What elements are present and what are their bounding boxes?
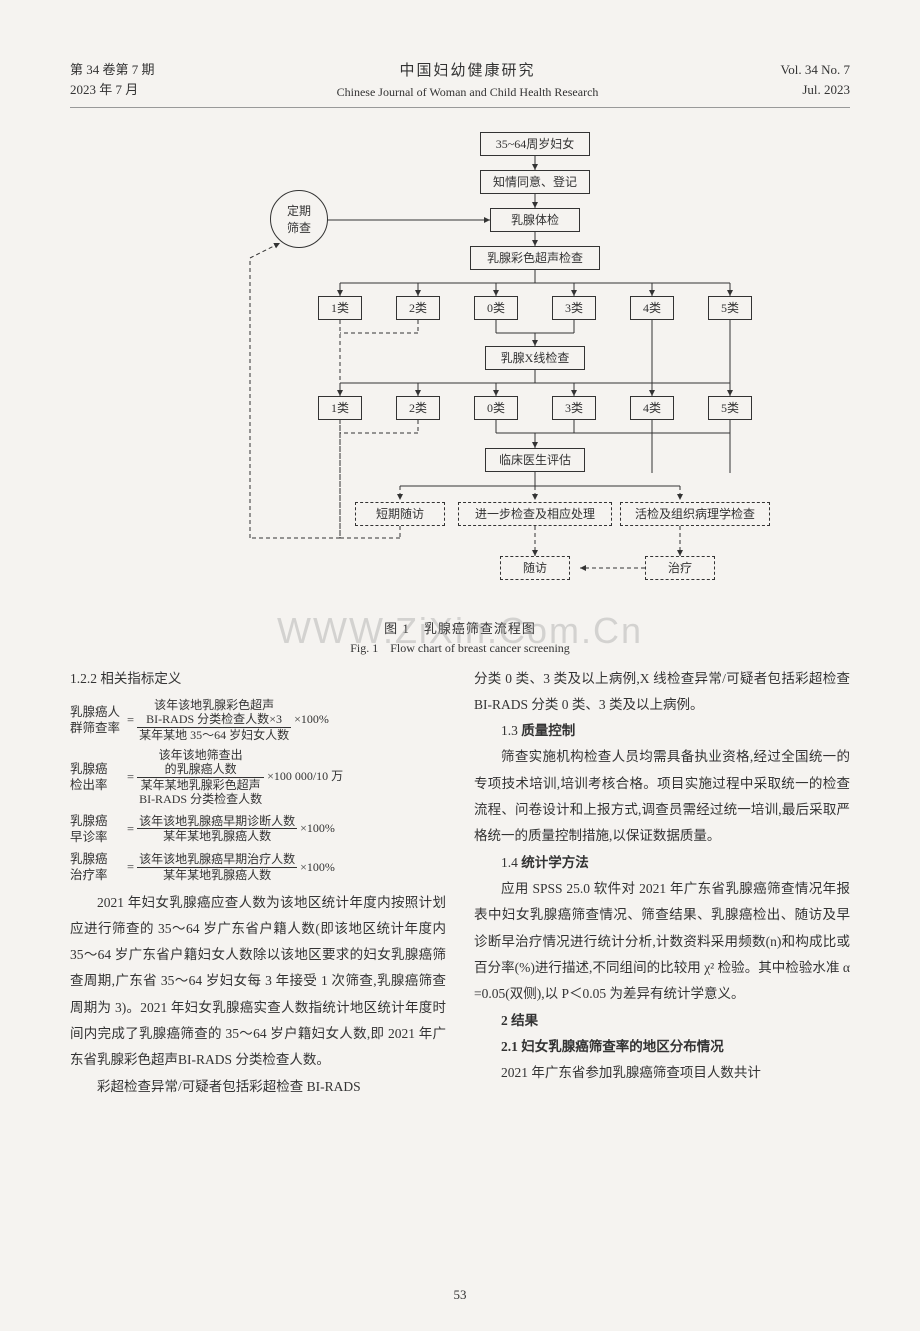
flow-node-followup: 随访 <box>500 556 570 580</box>
section-1-3: 1.3 1.3 质量控制质量控制 <box>474 718 850 744</box>
equals-sign: = <box>127 821 134 837</box>
fraction: 该年该地筛查出 的乳腺癌人数 某年某地乳腺彩色超声 BI-RADS 分类检查人数 <box>137 748 264 807</box>
figure-caption-cn: 图 1 乳腺癌筛查流程图 <box>70 618 850 637</box>
para-1-3: 筛查实施机构检查人员均需具备执业资格,经过全国统一的专项技术培训,培训考核合格。… <box>474 744 850 849</box>
fraction: 该年该地乳腺彩色超声 BI-RADS 分类检查人数×3 某年某地 35～64 岁… <box>137 698 291 742</box>
flow-node-physical-exam: 乳腺体检 <box>490 208 580 232</box>
formula-label: 乳腺癌 治疗率 <box>70 851 124 884</box>
flow-node-population: 35~64周岁妇女 <box>480 132 590 156</box>
header-center: 中国妇幼健康研究 Chinese Journal of Woman and Ch… <box>155 60 781 101</box>
flow-class3-b: 3类 <box>552 396 596 420</box>
formula-early-diag-rate: 乳腺癌 早诊率 = 该年该地乳腺癌早期诊断人数 某年某地乳腺癌人数 ×100% <box>70 813 446 846</box>
equals-sign: = <box>127 769 134 785</box>
fraction: 该年该地乳腺癌早期诊断人数 某年某地乳腺癌人数 <box>137 814 297 844</box>
flow-node-short-followup: 短期随访 <box>355 502 445 526</box>
figure-caption-en: Fig. 1 Flow chart of breast cancer scree… <box>70 639 850 656</box>
section-2: 2 结果 <box>474 1008 850 1034</box>
flow-node-biopsy: 活检及组织病理学检查 <box>620 502 770 526</box>
date-en: Jul. 2023 <box>781 80 850 100</box>
flow-node-further-check: 进一步检查及相应处理 <box>458 502 612 526</box>
formula-label: 乳腺癌 检出率 <box>70 761 124 794</box>
flow-class5-b: 5类 <box>708 396 752 420</box>
flowchart-lines <box>140 128 780 608</box>
flow-class3-a: 3类 <box>552 296 596 320</box>
flow-class2-a: 2类 <box>396 296 440 320</box>
left-para-2: 彩超检查异常/可疑者包括彩超检查 BI-RADS <box>70 1074 446 1100</box>
flow-class4-a: 4类 <box>630 296 674 320</box>
formula-treatment-rate: 乳腺癌 治疗率 = 该年该地乳腺癌早期治疗人数 某年某地乳腺癌人数 ×100% <box>70 851 446 884</box>
section-1-2-2: 1.2.2 相关指标定义 <box>70 666 446 692</box>
header-right: Vol. 34 No. 7 Jul. 2023 <box>781 60 850 101</box>
formula-label: 乳腺癌人 群筛查率 <box>70 704 124 737</box>
volume-issue: 第 34 卷第 7 期 <box>70 60 155 80</box>
equals-sign: = <box>127 712 134 728</box>
right-column: 分类 0 类、3 类及以上病例,X 线检查异常/可疑者包括彩超检查 BI-RAD… <box>474 666 850 1101</box>
header-left: 第 34 卷第 7 期 2023 年 7 月 <box>70 60 155 101</box>
flowchart: 35~64周岁妇女 知情同意、登记 定期 筛查 乳腺体检 乳腺彩色超声检查 1类… <box>140 128 780 608</box>
flow-class0-b: 0类 <box>474 396 518 420</box>
right-para-continuation: 分类 0 类、3 类及以上病例,X 线检查异常/可疑者包括彩超检查 BI-RAD… <box>474 666 850 719</box>
journal-title-en: Chinese Journal of Woman and Child Healt… <box>155 83 781 101</box>
section-2-1: 2.1 妇女乳腺癌筛查率的地区分布情况 <box>474 1034 850 1060</box>
equals-sign: = <box>127 859 134 875</box>
page-header: 第 34 卷第 7 期 2023 年 7 月 中国妇幼健康研究 Chinese … <box>70 60 850 108</box>
fraction: 该年该地乳腺癌早期治疗人数 某年某地乳腺癌人数 <box>137 852 297 882</box>
journal-title-cn: 中国妇幼健康研究 <box>155 60 781 83</box>
body-columns: 1.2.2 相关指标定义 乳腺癌人 群筛查率 = 该年该地乳腺彩色超声 BI-R… <box>70 666 850 1101</box>
volume-issue-en: Vol. 34 No. 7 <box>781 60 850 80</box>
flow-node-periodic-screen: 定期 筛查 <box>270 190 328 248</box>
flow-node-clinical-eval: 临床医生评估 <box>485 448 585 472</box>
formula-screening-rate: 乳腺癌人 群筛查率 = 该年该地乳腺彩色超声 BI-RADS 分类检查人数×3 … <box>70 698 446 742</box>
para-1-4: 应用 SPSS 25.0 软件对 2021 年广东省乳腺癌筛查情况年报表中妇女乳… <box>474 876 850 1008</box>
flow-class0-a: 0类 <box>474 296 518 320</box>
date-cn: 2023 年 7 月 <box>70 80 155 100</box>
page: 第 34 卷第 7 期 2023 年 7 月 中国妇幼健康研究 Chinese … <box>0 0 920 1331</box>
figure-caption: 图 1 乳腺癌筛查流程图 Fig. 1 Flow chart of breast… <box>70 618 850 656</box>
flow-class2-b: 2类 <box>396 396 440 420</box>
flow-class1-a: 1类 <box>318 296 362 320</box>
flow-node-treatment: 治疗 <box>645 556 715 580</box>
flow-node-consent: 知情同意、登记 <box>480 170 590 194</box>
flow-node-ultrasound: 乳腺彩色超声检查 <box>470 246 600 270</box>
left-para-1: 2021 年妇女乳腺癌应查人数为该地区统计年度内按照计划应进行筛查的 35～64… <box>70 890 446 1074</box>
flow-class1-b: 1类 <box>318 396 362 420</box>
para-2-1: 2021 年广东省参加乳腺癌筛查项目人数共计 <box>474 1060 850 1086</box>
flow-class4-b: 4类 <box>630 396 674 420</box>
left-column: 1.2.2 相关指标定义 乳腺癌人 群筛查率 = 该年该地乳腺彩色超声 BI-R… <box>70 666 446 1101</box>
page-number: 53 <box>454 1287 467 1303</box>
section-1-4: 1.4 统计学方法 <box>474 850 850 876</box>
flow-class5-a: 5类 <box>708 296 752 320</box>
flow-node-xray: 乳腺X线检查 <box>485 346 585 370</box>
formula-detection-rate: 乳腺癌 检出率 = 该年该地筛查出 的乳腺癌人数 某年某地乳腺彩色超声 BI-R… <box>70 748 446 807</box>
formula-label: 乳腺癌 早诊率 <box>70 813 124 846</box>
